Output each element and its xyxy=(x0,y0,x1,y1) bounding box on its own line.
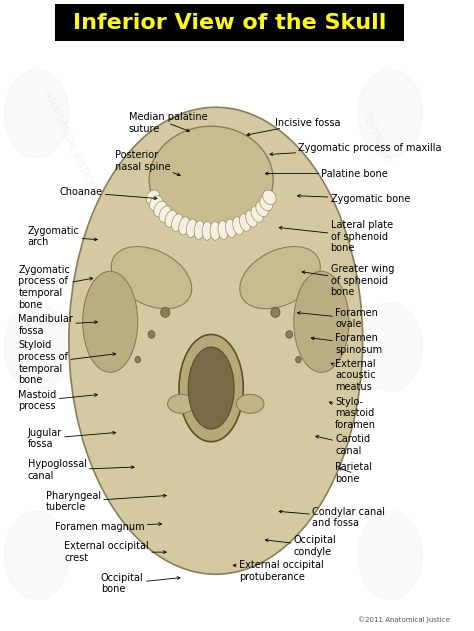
Text: Occipital
bone: Occipital bone xyxy=(101,573,180,594)
Text: Choanae: Choanae xyxy=(60,187,157,199)
Text: Parietal
bone: Parietal bone xyxy=(335,463,372,484)
FancyBboxPatch shape xyxy=(55,4,404,41)
Circle shape xyxy=(358,511,422,599)
Ellipse shape xyxy=(159,206,171,222)
Text: Foramen
spinosum: Foramen spinosum xyxy=(311,333,382,355)
Ellipse shape xyxy=(194,221,204,239)
Ellipse shape xyxy=(148,331,155,338)
Circle shape xyxy=(5,511,69,599)
Ellipse shape xyxy=(296,357,301,363)
Ellipse shape xyxy=(237,394,264,413)
Ellipse shape xyxy=(210,221,220,240)
Ellipse shape xyxy=(149,126,273,233)
Ellipse shape xyxy=(251,206,263,222)
Ellipse shape xyxy=(186,219,197,237)
Text: External occipital
protuberance: External occipital protuberance xyxy=(233,560,323,582)
Ellipse shape xyxy=(218,221,228,239)
Text: Stylo-
mastoid
foramen: Stylo- mastoid foramen xyxy=(329,397,376,430)
Text: Greater wing
of sphenoid
bone: Greater wing of sphenoid bone xyxy=(302,264,394,297)
Ellipse shape xyxy=(239,214,251,232)
Text: Mandibular
fossa: Mandibular fossa xyxy=(18,314,97,336)
Text: Zygomatic
arch: Zygomatic arch xyxy=(27,226,97,247)
Ellipse shape xyxy=(240,247,320,309)
Text: Carotid
canal: Carotid canal xyxy=(316,434,370,456)
Ellipse shape xyxy=(179,334,243,442)
Circle shape xyxy=(358,69,422,158)
Circle shape xyxy=(5,303,69,391)
Text: ANATOMICAL JUSTICE: ANATOMICAL JUSTICE xyxy=(42,90,95,188)
Text: COPYRIGHT: COPYRIGHT xyxy=(360,111,393,167)
Text: Condylar canal
and fossa: Condylar canal and fossa xyxy=(279,507,385,528)
Text: Inferior View of the Skull: Inferior View of the Skull xyxy=(73,13,386,33)
Text: Pharyngeal
tubercle: Pharyngeal tubercle xyxy=(46,491,166,512)
Text: Zygomatic
process of
temporal
bone: Zygomatic process of temporal bone xyxy=(18,265,93,309)
Ellipse shape xyxy=(263,190,276,204)
Ellipse shape xyxy=(135,357,140,363)
Ellipse shape xyxy=(226,219,236,237)
Ellipse shape xyxy=(233,217,244,235)
Ellipse shape xyxy=(179,217,190,235)
Text: Zygomatic process of maxilla: Zygomatic process of maxilla xyxy=(270,143,442,156)
Text: Occipital
condyle: Occipital condyle xyxy=(265,535,337,557)
Ellipse shape xyxy=(150,196,163,211)
Text: Incisive fossa: Incisive fossa xyxy=(247,118,341,136)
Text: Foramen magnum: Foramen magnum xyxy=(55,522,162,532)
Text: Zygomatic bone: Zygomatic bone xyxy=(298,194,410,204)
Text: Hypoglossal
canal: Hypoglossal canal xyxy=(27,459,134,481)
Text: Median palatine
suture: Median palatine suture xyxy=(128,112,207,134)
Ellipse shape xyxy=(188,347,234,429)
Text: Foramen
ovale: Foramen ovale xyxy=(298,308,378,329)
Ellipse shape xyxy=(256,201,268,217)
Ellipse shape xyxy=(246,210,257,227)
Text: Lateral plate
of sphenoid
bone: Lateral plate of sphenoid bone xyxy=(279,220,392,253)
Ellipse shape xyxy=(82,271,138,372)
Ellipse shape xyxy=(271,307,280,317)
Text: Palatine bone: Palatine bone xyxy=(265,168,388,179)
Ellipse shape xyxy=(202,221,212,240)
Text: Styloid
process of
temporal
bone: Styloid process of temporal bone xyxy=(18,341,116,385)
Ellipse shape xyxy=(294,271,349,372)
Ellipse shape xyxy=(172,214,183,232)
Ellipse shape xyxy=(260,196,273,211)
Text: External occipital
crest: External occipital crest xyxy=(64,541,166,563)
Circle shape xyxy=(5,69,69,158)
Ellipse shape xyxy=(146,190,160,204)
Text: Posterior
nasal spine: Posterior nasal spine xyxy=(115,150,180,175)
Text: ©2011 Anatomical Justice: ©2011 Anatomical Justice xyxy=(358,616,450,623)
Ellipse shape xyxy=(111,247,192,309)
Ellipse shape xyxy=(154,201,166,217)
Ellipse shape xyxy=(161,307,170,317)
Ellipse shape xyxy=(168,394,195,413)
Text: Jugular
fossa: Jugular fossa xyxy=(27,428,116,449)
Circle shape xyxy=(358,303,422,391)
Ellipse shape xyxy=(165,210,177,227)
Ellipse shape xyxy=(69,107,363,574)
Text: Mastoid
process: Mastoid process xyxy=(18,390,97,411)
Ellipse shape xyxy=(286,331,292,338)
Text: External
acoustic
meatus: External acoustic meatus xyxy=(331,359,376,392)
Text: PROTECTED: PROTECTED xyxy=(215,291,244,340)
